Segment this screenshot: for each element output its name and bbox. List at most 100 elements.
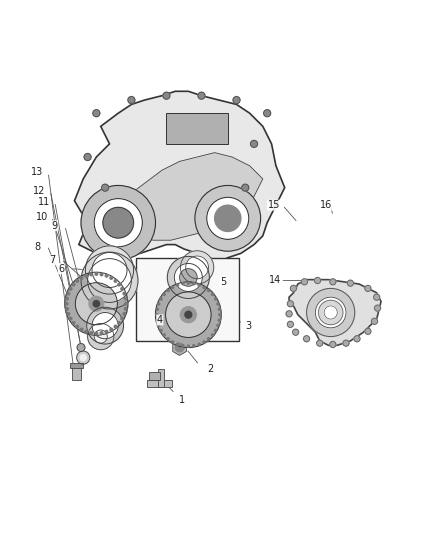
Circle shape	[156, 308, 159, 310]
Circle shape	[158, 303, 160, 305]
Circle shape	[324, 306, 337, 319]
Circle shape	[354, 336, 360, 342]
Circle shape	[307, 288, 355, 336]
Circle shape	[110, 277, 113, 279]
Circle shape	[158, 325, 160, 327]
Circle shape	[177, 284, 179, 286]
Circle shape	[293, 329, 299, 335]
Text: 6: 6	[58, 264, 64, 273]
Circle shape	[212, 293, 214, 295]
Polygon shape	[289, 280, 381, 345]
Circle shape	[208, 338, 210, 340]
Circle shape	[287, 321, 293, 327]
Circle shape	[167, 293, 210, 336]
Circle shape	[233, 96, 240, 103]
Circle shape	[67, 292, 70, 295]
Circle shape	[163, 92, 170, 99]
Circle shape	[89, 296, 104, 311]
Polygon shape	[74, 91, 285, 262]
Circle shape	[174, 263, 202, 292]
Circle shape	[66, 297, 68, 300]
Circle shape	[90, 273, 92, 276]
Text: 1: 1	[179, 395, 185, 405]
Circle shape	[208, 289, 210, 292]
Circle shape	[90, 332, 92, 334]
Text: 3: 3	[246, 321, 252, 330]
Circle shape	[193, 345, 195, 347]
Circle shape	[317, 340, 323, 346]
FancyBboxPatch shape	[136, 258, 239, 341]
Circle shape	[118, 283, 120, 286]
Circle shape	[81, 185, 155, 260]
Circle shape	[343, 340, 349, 346]
Circle shape	[85, 330, 88, 333]
Circle shape	[76, 284, 117, 324]
Circle shape	[304, 336, 310, 342]
Circle shape	[167, 289, 169, 292]
Circle shape	[365, 328, 371, 334]
Circle shape	[198, 343, 200, 345]
Circle shape	[180, 269, 197, 286]
Circle shape	[84, 154, 91, 160]
Circle shape	[94, 330, 107, 343]
Circle shape	[218, 308, 220, 310]
Text: 10: 10	[35, 212, 48, 222]
Circle shape	[103, 207, 134, 238]
Circle shape	[93, 301, 99, 307]
Circle shape	[198, 284, 200, 286]
Bar	[72, 364, 81, 381]
Circle shape	[92, 253, 127, 287]
Bar	[70, 363, 83, 368]
Circle shape	[100, 332, 103, 334]
Circle shape	[212, 334, 214, 336]
Circle shape	[95, 273, 98, 275]
Circle shape	[193, 282, 195, 285]
Circle shape	[114, 325, 117, 328]
Circle shape	[219, 313, 221, 316]
Circle shape	[195, 185, 261, 251]
Circle shape	[102, 184, 109, 191]
Circle shape	[123, 292, 126, 295]
Circle shape	[163, 293, 165, 295]
Circle shape	[76, 325, 78, 328]
Circle shape	[123, 312, 126, 315]
Circle shape	[251, 140, 258, 147]
Circle shape	[160, 329, 162, 332]
Circle shape	[365, 285, 371, 292]
Text: 14: 14	[269, 274, 281, 285]
Circle shape	[69, 287, 72, 290]
Circle shape	[110, 328, 113, 331]
Polygon shape	[101, 152, 263, 240]
Circle shape	[105, 330, 108, 333]
Circle shape	[128, 96, 135, 103]
Bar	[166, 113, 228, 144]
Circle shape	[80, 328, 83, 331]
Text: 2: 2	[207, 365, 213, 374]
Circle shape	[198, 92, 205, 99]
Text: 15: 15	[268, 200, 280, 210]
Text: 4: 4	[157, 315, 163, 325]
Circle shape	[186, 256, 208, 279]
Circle shape	[88, 259, 131, 302]
Bar	[158, 369, 164, 387]
Circle shape	[85, 246, 134, 294]
Circle shape	[167, 338, 169, 340]
Text: 13: 13	[31, 167, 43, 177]
Circle shape	[95, 332, 98, 335]
Circle shape	[318, 300, 343, 325]
Text: 9: 9	[52, 221, 58, 231]
Circle shape	[207, 197, 249, 239]
Circle shape	[217, 303, 219, 305]
Circle shape	[72, 283, 75, 286]
Circle shape	[65, 272, 128, 335]
Circle shape	[177, 343, 179, 345]
Circle shape	[124, 297, 127, 300]
Circle shape	[374, 294, 380, 300]
Circle shape	[171, 341, 173, 343]
Circle shape	[203, 341, 205, 343]
Circle shape	[347, 280, 353, 286]
Text: 12: 12	[33, 185, 46, 196]
Circle shape	[374, 305, 381, 311]
Circle shape	[218, 319, 220, 321]
Circle shape	[66, 308, 68, 310]
